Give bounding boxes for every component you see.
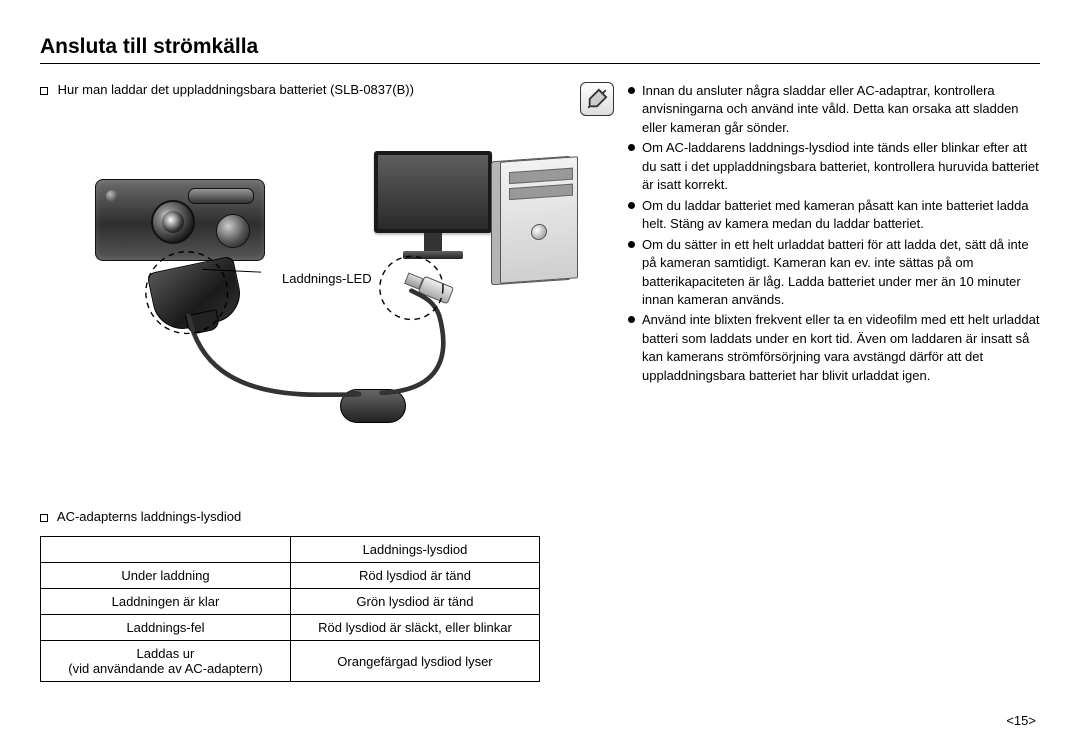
usb-connector-icon [418, 276, 454, 305]
table-row: Under laddning Röd lysdiod är tänd [41, 563, 540, 589]
square-bullet-icon [40, 514, 48, 522]
table-cell-led: Röd lysdiod är släckt, eller blinkar [290, 615, 539, 641]
page-number: <15> [1006, 713, 1036, 728]
table-header-led: Laddnings-lysdiod [290, 537, 539, 563]
note-item: Om du sätter in ett helt urladdat batter… [628, 236, 1040, 310]
lens-icon [151, 200, 195, 244]
table-cell-state: Laddningen är klar [41, 589, 291, 615]
table-cell-state: Under laddning [41, 563, 291, 589]
table-header-empty [41, 537, 291, 563]
camera-icon [95, 179, 265, 261]
note-item: Använd inte blixten frekvent eller ta en… [628, 311, 1040, 385]
page-title: Ansluta till strömkälla [40, 35, 1040, 64]
table-cell-state: Laddnings-fel [41, 615, 291, 641]
table-cell-led: Röd lysdiod är tänd [290, 563, 539, 589]
note-box: Innan du ansluter några sladdar eller AC… [580, 82, 1040, 387]
charging-heading: Hur man laddar det uppladdningsbara batt… [40, 82, 560, 97]
table-cell-led: Grön lysdiod är tänd [290, 589, 539, 615]
dial-icon [216, 214, 250, 248]
note-list: Innan du ansluter några sladdar eller AC… [628, 82, 1040, 387]
led-status-table: Laddnings-lysdiod Under laddning Röd lys… [40, 536, 540, 682]
led-table-heading-text: AC-adapterns laddnings-lysdiod [57, 509, 241, 524]
power-brick-icon [340, 389, 406, 423]
led-label: Laddnings-LED [282, 271, 372, 286]
connection-diagram: Laddnings-LED [40, 109, 560, 439]
pc-tower-icon [500, 156, 578, 283]
note-item: Om AC-laddarens laddnings-lysdiod inte t… [628, 139, 1040, 194]
square-bullet-icon [40, 87, 48, 95]
note-item: Innan du ansluter några sladdar eller AC… [628, 82, 1040, 137]
table-row: Laddningen är klar Grön lysdiod är tänd [41, 589, 540, 615]
table-row: Laddas ur (vid användande av AC-adaptern… [41, 641, 540, 682]
table-cell-state: Laddas ur (vid användande av AC-adaptern… [41, 641, 291, 682]
monitor-icon [374, 151, 492, 259]
note-icon [580, 82, 614, 116]
table-row: Laddnings-fel Röd lysdiod är släckt, ell… [41, 615, 540, 641]
charging-heading-text: Hur man laddar det uppladdningsbara batt… [58, 82, 327, 97]
note-item: Om du laddar batteriet med kameran påsat… [628, 197, 1040, 234]
table-cell-led: Orangefärgad lysdiod lyser [290, 641, 539, 682]
led-table-heading: AC-adapterns laddnings-lysdiod [40, 509, 560, 524]
adapter-plug-icon [147, 256, 246, 335]
battery-model: (SLB-0837(B)) [330, 82, 414, 97]
